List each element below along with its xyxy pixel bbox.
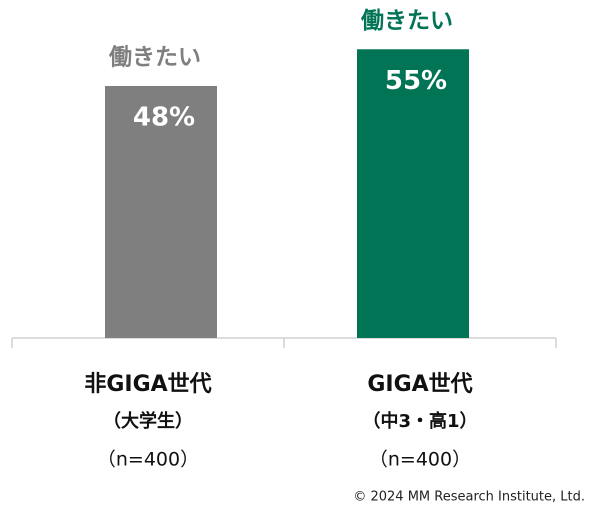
category-label: GIGA世代 — [367, 372, 472, 397]
bar — [105, 86, 217, 338]
bar-annotation: 働きたい — [360, 8, 453, 34]
category-label: 非GIGA世代 — [84, 372, 211, 397]
copyright: © 2024 MM Research Institute, Ltd. — [353, 490, 585, 505]
category-sublabel: （大学生） — [103, 410, 193, 432]
bar — [357, 49, 469, 338]
data-label: 48% — [133, 103, 195, 133]
category-sublabel: （中3・高1） — [362, 410, 477, 432]
sample-size: （n=400） — [97, 449, 199, 471]
data-label: 55% — [385, 66, 447, 96]
bar-annotation: 働きたい — [108, 45, 201, 71]
sample-size: （n=400） — [369, 449, 471, 471]
